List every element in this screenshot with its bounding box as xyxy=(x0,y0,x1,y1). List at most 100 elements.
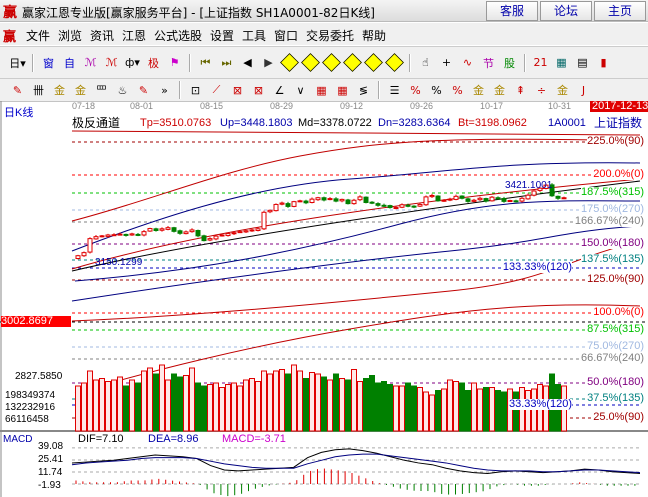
more-icon[interactable]: » xyxy=(161,83,168,97)
flag-icon[interactable]: ⚑ xyxy=(169,56,180,69)
prev-icon[interactable]: ◀ xyxy=(243,56,252,69)
gold-ruler2-icon[interactable]: 金 xyxy=(75,84,86,97)
macd-value: MACD=-3.71 xyxy=(222,433,286,445)
menu-item[interactable]: 文件 xyxy=(26,29,51,43)
hand-icon[interactable]: ☝ xyxy=(422,56,429,69)
line-icon[interactable]: ∿ xyxy=(462,56,473,69)
percent-line-icon[interactable]: % xyxy=(410,83,421,97)
diamond-right-icon[interactable] xyxy=(301,53,320,72)
notes-icon[interactable]: ▤ xyxy=(577,56,588,69)
volume-bar xyxy=(213,382,219,432)
macd-tick: 39.08 xyxy=(38,441,64,452)
gold-ruler-icon[interactable]: 金 xyxy=(54,84,65,97)
fib-level-label: 137.5%(135) xyxy=(581,253,644,265)
diamond-expand-icon[interactable] xyxy=(322,53,341,72)
toolbar-separator xyxy=(409,53,411,72)
gold-gap-icon[interactable]: 金 xyxy=(557,84,568,97)
ma9-icon[interactable]: ℳ xyxy=(105,56,118,69)
gold-circle-icon[interactable]: 金 xyxy=(473,84,484,97)
j-line-icon[interactable]: J xyxy=(581,83,586,97)
first-icon[interactable]: ⏮ xyxy=(200,55,211,69)
candle xyxy=(111,234,117,237)
parallel-icon[interactable]: ≶ xyxy=(358,83,369,97)
volume-bar xyxy=(333,373,339,432)
candle xyxy=(339,198,345,202)
channel-lower2-line xyxy=(74,200,641,282)
volume-bar xyxy=(75,385,81,432)
candle xyxy=(357,196,363,201)
last-icon[interactable]: ⏭ xyxy=(221,55,232,69)
box-icon[interactable]: ⊡ xyxy=(190,83,201,97)
menu-item[interactable]: 帮助 xyxy=(362,29,387,43)
crosshair-icon[interactable]: + xyxy=(441,56,452,69)
menu-item[interactable]: 窗口 xyxy=(274,29,299,43)
wave-icon[interactable]: ∨ xyxy=(296,83,305,97)
spiral-icon[interactable]: ♨ xyxy=(117,83,128,97)
home-button[interactable]: 主页 xyxy=(594,1,646,21)
volume-bar xyxy=(315,373,321,432)
candle xyxy=(495,197,501,200)
candle-type-icon[interactable]: ф▾ xyxy=(125,56,140,69)
fib-level-label: 87.5%(315) xyxy=(587,323,644,335)
diamond-down-icon[interactable] xyxy=(385,53,404,72)
channel-bottom-line xyxy=(74,304,641,394)
candle xyxy=(519,197,525,202)
window-icon[interactable]: 窗 xyxy=(43,56,54,70)
stock-icon[interactable]: 股 xyxy=(504,56,515,70)
dif-line xyxy=(71,448,641,475)
angle-box-icon[interactable]: ⊠ xyxy=(253,83,264,97)
section-icon[interactable]: 节 xyxy=(483,56,494,70)
menu-item[interactable]: 设置 xyxy=(210,29,235,43)
diamond-shrink-icon[interactable] xyxy=(343,53,362,72)
diamond-left-icon[interactable] xyxy=(280,53,299,72)
percent-lines-icon[interactable]: % xyxy=(452,83,463,97)
price-arrow-icon[interactable]: ⇞ xyxy=(515,83,526,97)
candle xyxy=(483,198,489,202)
candle xyxy=(417,203,423,207)
menu-item[interactable]: 江恩 xyxy=(122,29,147,43)
diamond-up-icon[interactable] xyxy=(364,53,383,72)
period-day-button[interactable]: 日▾ xyxy=(9,56,26,70)
menu-item[interactable]: 公式选股 xyxy=(154,29,203,43)
fib-table-icon[interactable]: ☰ xyxy=(389,83,400,97)
volume-bar xyxy=(387,384,393,432)
indicator-md: Md=3378.0722 xyxy=(298,117,372,129)
candle xyxy=(249,229,255,232)
menu-item[interactable]: 浏览 xyxy=(58,29,83,43)
date-tick: 09-12 xyxy=(340,101,364,111)
marker-icon[interactable]: ✎ xyxy=(138,83,149,97)
forum-button[interactable]: 论坛 xyxy=(540,1,592,21)
menu-item[interactable]: 资讯 xyxy=(90,29,115,43)
divide-icon[interactable]: ÷ xyxy=(536,83,547,97)
volume-bar xyxy=(195,382,201,432)
angle-icon[interactable]: ∠ xyxy=(274,83,285,97)
percent-icon[interactable]: % xyxy=(431,83,442,97)
square-icon[interactable]: ⊠ xyxy=(232,83,243,97)
self-select-icon[interactable]: 自 xyxy=(64,56,75,70)
extreme-icon[interactable]: 极 xyxy=(148,56,159,70)
pen-icon[interactable]: ✎ xyxy=(12,83,23,97)
low-price-label: 3150.1299 xyxy=(95,257,143,268)
grid-lines-icon[interactable]: 卌 xyxy=(33,84,44,97)
customer-service-button[interactable]: 客服 xyxy=(486,1,538,21)
fan-icon[interactable]: ⟋ xyxy=(212,83,221,96)
volume-bar xyxy=(135,382,141,432)
menu-item[interactable]: 交易委托 xyxy=(306,29,355,43)
macd-tick: -1.93 xyxy=(38,480,61,491)
time-ruler-icon[interactable]: 罒 xyxy=(96,84,107,97)
volume-bar xyxy=(117,376,123,432)
calculator-icon[interactable]: ▦ xyxy=(556,56,567,69)
indicator-tp: Tp=3510.0763 xyxy=(140,117,212,129)
calendar-icon[interactable]: 21 xyxy=(533,56,548,69)
book-icon[interactable]: ▮ xyxy=(600,56,607,69)
gold-lines-icon[interactable]: 金 xyxy=(494,84,505,97)
menu-item[interactable]: 工具 xyxy=(242,29,267,43)
ma3-icon[interactable]: ℳ xyxy=(84,56,97,69)
low-price-axis-label: 2827.5850 xyxy=(15,371,63,382)
grid-icon[interactable]: ▦ xyxy=(316,83,327,97)
kline-chart[interactable]: 日K线 07-18 08-01 08-15 08-29 09-12 09-26 10-17 1… xyxy=(0,101,648,497)
volume-bar xyxy=(405,382,411,432)
candle xyxy=(219,234,225,237)
grid2-icon[interactable]: ▦ xyxy=(337,83,348,97)
next-icon[interactable]: ▶ xyxy=(264,56,273,69)
